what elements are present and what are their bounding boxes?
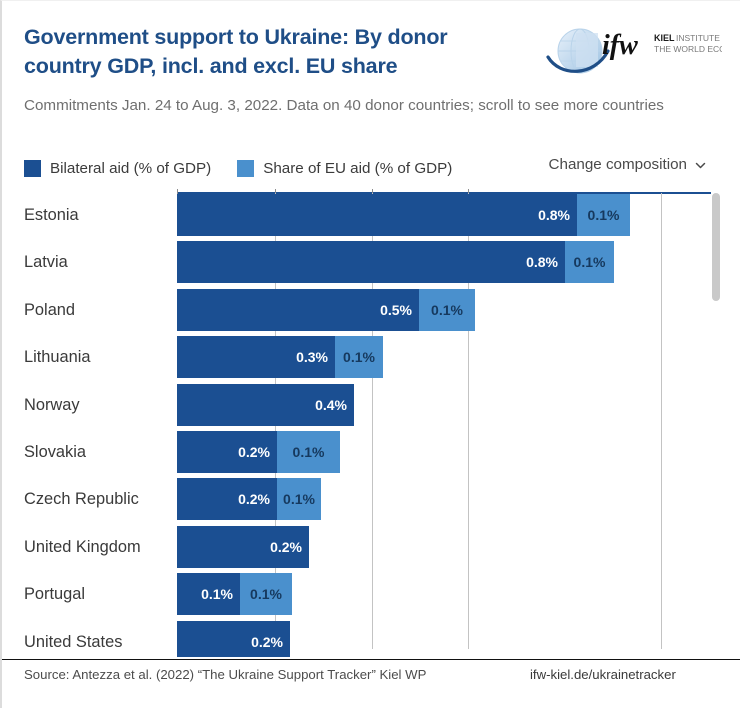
category-label: Estonia xyxy=(24,206,79,224)
stacked-bar[interactable]: 0.8% 0.1% xyxy=(177,241,614,284)
chart-subtitle: Commitments Jan. 24 to Aug. 3, 2022. Dat… xyxy=(24,96,664,114)
bar-segment-eu-share[interactable]: 0.1% xyxy=(277,478,321,521)
stacked-bar[interactable]: 0.2% 0.1% xyxy=(177,430,340,473)
chart-row: Norway 0.4% xyxy=(2,383,740,431)
svg-text:THE WORLD ECONOMY: THE WORLD ECONOMY xyxy=(654,44,722,54)
category-label: Lithuania xyxy=(24,348,91,367)
bar-segment-eu-share[interactable]: 0.1% xyxy=(277,430,340,473)
stacked-bar[interactable]: 0.5% 0.1% xyxy=(177,288,475,331)
bar-segment-bilateral[interactable]: 0.8% xyxy=(177,241,565,284)
bar-segment-bilateral[interactable]: 0.2% xyxy=(177,430,277,473)
chart-row: Lithuania 0.3% 0.1% xyxy=(2,336,740,383)
category-label: Czech Republic xyxy=(24,490,139,509)
chart-header: Government support to Ukraine: By donor … xyxy=(2,1,740,116)
ifw-kiel-logo: ifw KIEL INSTITUTE FOR THE WORLD ECONOMY xyxy=(546,21,740,83)
category-label: Latvia xyxy=(24,253,68,272)
stacked-bar[interactable]: 0.2% xyxy=(177,525,309,568)
legend-label-eu-share: Share of EU aid (% of GDP) xyxy=(263,159,453,177)
stacked-bar[interactable]: 0.1% 0.1% xyxy=(177,573,292,616)
chart-row: Latvia 0.8% 0.1% xyxy=(2,241,740,288)
change-composition-dropdown[interactable]: Change composition xyxy=(549,156,706,173)
bar-segment-bilateral[interactable]: 0.3% xyxy=(177,336,335,379)
legend-label-bilateral-aid: Bilateral aid (% of GDP) xyxy=(50,159,212,177)
chart-rows: Estonia 0.8% 0.1% Latvia 0.8% 0.1% Poland 0.5% 0… xyxy=(2,194,740,657)
bar-segment-bilateral[interactable]: 0.5% xyxy=(177,288,419,331)
bar-segment-eu-share[interactable]: 0.1% xyxy=(577,194,630,236)
bar-segment-bilateral[interactable]: 0.8% xyxy=(177,194,577,236)
logo-kiel-text: KIEL xyxy=(654,33,675,43)
category-label: United Kingdom xyxy=(24,537,141,556)
legend-swatch-eu-share xyxy=(237,159,255,177)
chart-row: United States 0.2% xyxy=(2,620,740,657)
svg-text:INSTITUTE FOR: INSTITUTE FOR xyxy=(676,33,722,43)
stacked-bar[interactable]: 0.8% 0.1% xyxy=(177,194,630,236)
chart-scrollbar[interactable] xyxy=(712,193,720,655)
chart-plot-area: Estonia 0.8% 0.1% Latvia 0.8% 0.1% Poland 0.5% 0… xyxy=(2,189,740,657)
legend-item-eu-share[interactable]: Share of EU aid (% of GDP) xyxy=(237,159,453,177)
chart-row: Poland 0.5% 0.1% xyxy=(2,288,740,336)
category-label: Poland xyxy=(24,300,76,319)
tracker-url: ifw-kiel.de/ukrainetracker xyxy=(530,667,676,682)
change-composition-label: Change composition xyxy=(548,156,687,173)
bar-segment-bilateral[interactable]: 0.1% xyxy=(177,573,240,616)
page-title: Government support to Ukraine: By donor … xyxy=(24,25,448,78)
chart-row: Slovakia 0.2% 0.1% xyxy=(2,430,740,478)
legend-item-bilateral-aid[interactable]: Bilateral aid (% of GDP) xyxy=(24,159,212,177)
bar-segment-eu-share[interactable]: 0.1% xyxy=(335,336,383,379)
svg-text:ifw: ifw xyxy=(602,30,638,61)
bar-segment-bilateral[interactable]: 0.2% xyxy=(177,525,309,568)
legend-swatch-bilateral-aid xyxy=(24,159,41,177)
chart-scrollbar-thumb[interactable] xyxy=(712,193,720,301)
category-label: Norway xyxy=(24,395,80,414)
stacked-bar[interactable]: 0.2% 0.1% xyxy=(177,478,321,521)
category-label: Slovakia xyxy=(24,442,86,461)
chevron-down-icon xyxy=(695,158,706,169)
footer-divider xyxy=(2,659,740,660)
chart-row: Czech Republic 0.2% 0.1% xyxy=(2,478,740,525)
source-note: Source: Antezza et al. (2022) “The Ukrai… xyxy=(24,667,427,682)
bar-segment-eu-share[interactable]: 0.1% xyxy=(419,288,475,331)
chart-legend: Bilateral aid (% of GDP) Share of EU aid… xyxy=(24,156,724,180)
chart-row: Estonia 0.8% 0.1% xyxy=(2,194,740,241)
category-label: United States xyxy=(24,632,123,651)
category-label: Portugal xyxy=(24,585,86,604)
bar-segment-eu-share[interactable]: 0.1% xyxy=(565,241,614,284)
chart-row: United Kingdom 0.2% xyxy=(2,525,740,573)
bar-segment-bilateral[interactable]: 0.2% xyxy=(177,620,290,657)
stacked-bar[interactable]: 0.2% xyxy=(177,620,290,657)
bar-segment-eu-share[interactable]: 0.1% xyxy=(240,573,292,616)
bar-segment-bilateral[interactable]: 0.4% xyxy=(177,383,354,426)
chart-row: Portugal 0.1% 0.1% xyxy=(2,573,740,620)
stacked-bar[interactable]: 0.3% 0.1% xyxy=(177,336,383,379)
bar-segment-bilateral[interactable]: 0.2% xyxy=(177,478,277,521)
stacked-bar[interactable]: 0.4% xyxy=(177,383,354,426)
